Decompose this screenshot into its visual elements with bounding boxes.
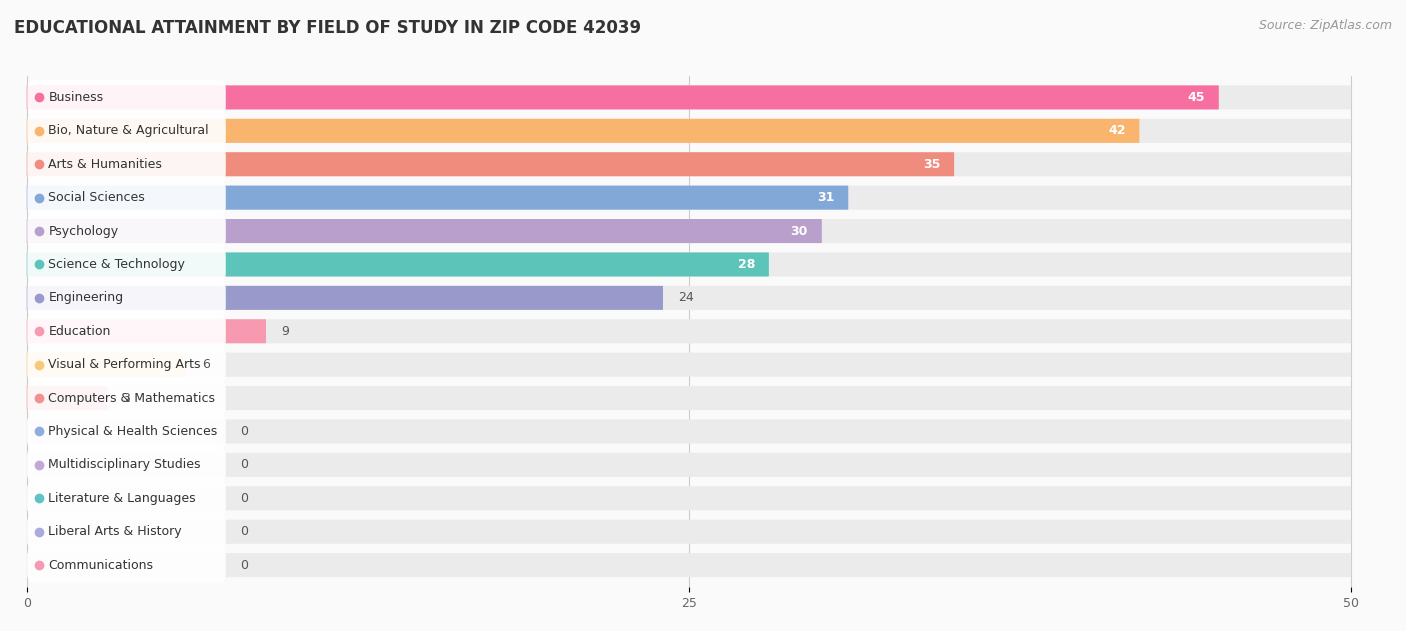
Text: Multidisciplinary Studies: Multidisciplinary Studies	[48, 458, 201, 471]
FancyBboxPatch shape	[27, 85, 1219, 109]
FancyBboxPatch shape	[27, 553, 1351, 577]
Text: 28: 28	[738, 258, 755, 271]
Text: 9: 9	[281, 325, 290, 338]
FancyBboxPatch shape	[27, 114, 226, 148]
FancyBboxPatch shape	[27, 186, 848, 209]
Text: Science & Technology: Science & Technology	[48, 258, 186, 271]
Text: Physical & Health Sciences: Physical & Health Sciences	[48, 425, 218, 438]
Text: 0: 0	[240, 492, 249, 505]
FancyBboxPatch shape	[27, 286, 1351, 310]
FancyBboxPatch shape	[27, 514, 226, 549]
Text: 35: 35	[922, 158, 941, 171]
FancyBboxPatch shape	[27, 481, 226, 516]
Text: 3: 3	[122, 392, 131, 404]
FancyBboxPatch shape	[27, 252, 1351, 276]
FancyBboxPatch shape	[27, 386, 1351, 410]
Text: 24: 24	[678, 292, 695, 304]
FancyBboxPatch shape	[27, 414, 226, 449]
FancyBboxPatch shape	[27, 353, 1351, 377]
FancyBboxPatch shape	[27, 314, 226, 349]
Text: Source: ZipAtlas.com: Source: ZipAtlas.com	[1258, 19, 1392, 32]
Text: Liberal Arts & History: Liberal Arts & History	[48, 525, 183, 538]
FancyBboxPatch shape	[27, 520, 1351, 544]
Text: 0: 0	[240, 558, 249, 572]
Text: Engineering: Engineering	[48, 292, 124, 304]
FancyBboxPatch shape	[27, 453, 1351, 477]
FancyBboxPatch shape	[27, 353, 187, 377]
Text: 0: 0	[240, 525, 249, 538]
Text: 0: 0	[240, 425, 249, 438]
Text: 31: 31	[817, 191, 835, 204]
Text: Bio, Nature & Agricultural: Bio, Nature & Agricultural	[48, 124, 209, 138]
Text: 0: 0	[240, 458, 249, 471]
FancyBboxPatch shape	[27, 247, 226, 282]
Text: 45: 45	[1188, 91, 1205, 104]
FancyBboxPatch shape	[27, 319, 1351, 343]
FancyBboxPatch shape	[27, 286, 664, 310]
FancyBboxPatch shape	[27, 214, 226, 249]
Text: Education: Education	[48, 325, 111, 338]
FancyBboxPatch shape	[27, 180, 226, 215]
FancyBboxPatch shape	[27, 119, 1139, 143]
Text: Business: Business	[48, 91, 104, 104]
Text: EDUCATIONAL ATTAINMENT BY FIELD OF STUDY IN ZIP CODE 42039: EDUCATIONAL ATTAINMENT BY FIELD OF STUDY…	[14, 19, 641, 37]
FancyBboxPatch shape	[27, 487, 1351, 510]
FancyBboxPatch shape	[27, 548, 226, 582]
Text: Literature & Languages: Literature & Languages	[48, 492, 195, 505]
Text: 42: 42	[1108, 124, 1126, 138]
FancyBboxPatch shape	[27, 347, 226, 382]
Text: Social Sciences: Social Sciences	[48, 191, 145, 204]
FancyBboxPatch shape	[27, 152, 955, 176]
FancyBboxPatch shape	[27, 319, 266, 343]
FancyBboxPatch shape	[27, 119, 1351, 143]
FancyBboxPatch shape	[27, 186, 1351, 209]
FancyBboxPatch shape	[27, 380, 226, 416]
FancyBboxPatch shape	[27, 152, 1351, 176]
FancyBboxPatch shape	[27, 280, 226, 316]
FancyBboxPatch shape	[27, 147, 226, 182]
FancyBboxPatch shape	[27, 85, 1351, 109]
Text: 30: 30	[790, 225, 808, 237]
FancyBboxPatch shape	[27, 219, 821, 243]
FancyBboxPatch shape	[27, 386, 107, 410]
Text: Arts & Humanities: Arts & Humanities	[48, 158, 162, 171]
Text: Psychology: Psychology	[48, 225, 118, 237]
Text: Computers & Mathematics: Computers & Mathematics	[48, 392, 215, 404]
FancyBboxPatch shape	[27, 219, 1351, 243]
FancyBboxPatch shape	[27, 252, 769, 276]
FancyBboxPatch shape	[27, 80, 226, 115]
Text: Visual & Performing Arts: Visual & Performing Arts	[48, 358, 201, 371]
Text: Communications: Communications	[48, 558, 153, 572]
FancyBboxPatch shape	[27, 447, 226, 482]
FancyBboxPatch shape	[27, 420, 1351, 444]
Text: 6: 6	[202, 358, 209, 371]
